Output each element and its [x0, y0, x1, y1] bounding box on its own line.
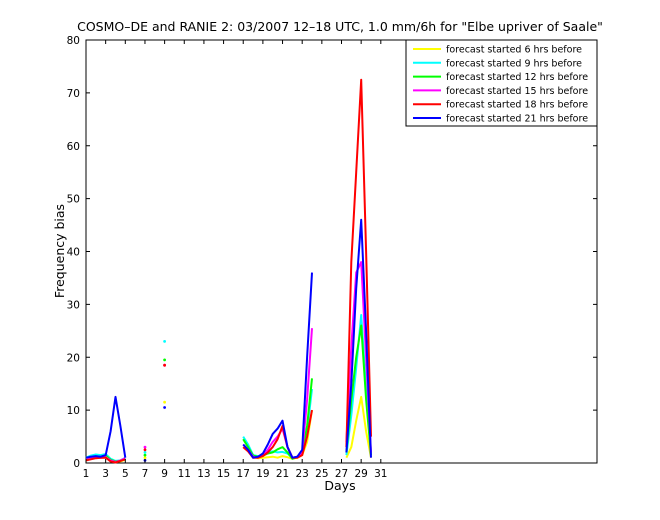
x-axis-label: Days	[324, 478, 355, 493]
x-tick-label: 9	[161, 468, 168, 480]
y-tick-label: 40	[67, 247, 80, 259]
x-tick-label: 3	[102, 468, 109, 480]
y-tick-label: 20	[67, 352, 80, 364]
x-tick-label: 19	[256, 468, 269, 480]
x-tick-label: 17	[237, 468, 250, 480]
y-axis-label: Frequency bias	[52, 204, 67, 298]
series-line	[345, 78, 372, 448]
y-tick-label: 0	[73, 458, 80, 470]
series-layer	[85, 78, 372, 464]
legend: forecast started 6 hrs before forecast st…	[405, 39, 598, 127]
y-tick-label: 10	[67, 405, 80, 417]
series-line	[242, 272, 313, 459]
x-tick-label: 11	[178, 468, 191, 480]
y-tick-label: 60	[67, 141, 80, 153]
x-tick-label: 29	[354, 468, 367, 480]
series-line	[345, 218, 372, 458]
y-tick-label: 80	[67, 35, 80, 47]
data-point	[163, 358, 167, 362]
x-tick-label: 23	[296, 468, 309, 480]
data-point	[143, 453, 147, 457]
data-point	[163, 400, 167, 404]
series-6	[85, 218, 372, 462]
legend-label: forecast started 12 hrs before	[446, 72, 588, 83]
data-point	[143, 448, 147, 452]
legend-label: forecast started 9 hrs before	[446, 58, 582, 69]
legend-box	[405, 39, 598, 127]
series-line	[345, 395, 372, 459]
series-line	[85, 456, 126, 464]
x-tick-label: 5	[122, 468, 129, 480]
x-axis: 1 3 5 7 9 11 13 15 17 19 21 23 25 27 29 31	[83, 40, 387, 480]
data-point	[163, 340, 167, 343]
y-tick-label: 50	[67, 194, 80, 206]
x-tick-label: 27	[335, 468, 348, 480]
data-point	[163, 363, 167, 367]
x-tick-label: 15	[217, 468, 230, 480]
x-tick-label: 31	[374, 468, 387, 480]
data-point	[143, 456, 147, 460]
data-point	[163, 406, 167, 409]
x-tick-label: 25	[315, 468, 328, 480]
x-tick-label: 1	[83, 468, 90, 480]
legend-label: forecast started 18 hrs before	[446, 100, 588, 111]
x-tick-label: 13	[197, 468, 210, 480]
y-tick-label: 70	[67, 88, 80, 100]
x-tick-label: 21	[276, 468, 289, 480]
legend-label: forecast started 15 hrs before	[446, 86, 588, 97]
data-point	[143, 445, 147, 449]
y-tick-label: 30	[67, 299, 80, 311]
chart-title: COSMO–DE and RANIE 2: 03/2007 12–18 UTC,…	[77, 19, 603, 34]
legend-label: forecast started 6 hrs before	[446, 45, 582, 56]
data-point	[143, 451, 147, 454]
x-tick-label: 7	[142, 468, 149, 480]
legend-label: forecast started 21 hrs before	[446, 114, 588, 125]
series-line	[85, 395, 127, 459]
